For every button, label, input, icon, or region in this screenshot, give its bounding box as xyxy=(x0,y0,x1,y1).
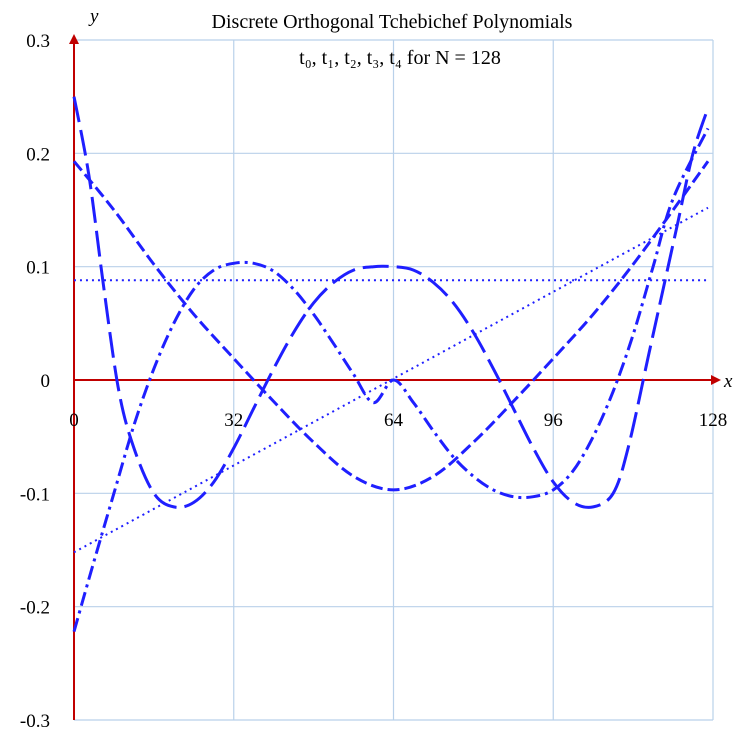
x-axis-label: x xyxy=(723,371,733,392)
y-tick-label: 0 xyxy=(41,371,51,392)
x-tick-label: 128 xyxy=(699,410,728,431)
x-tick-label: 96 xyxy=(544,410,563,431)
chart-subtitle: t₀, t₁, t₂, t₃, t₄ for N = 128 xyxy=(299,47,501,69)
series-t4-line xyxy=(72,96,710,509)
y-tick-label: 0.3 xyxy=(26,31,50,52)
y-axis-label: y xyxy=(88,6,99,27)
tick-labels: 0.3 0.2 0.1 0 -0.1 -0.2 -0.3 0 32 64 96 128 xyxy=(20,31,727,732)
y-tick-label: 0.1 xyxy=(26,258,50,279)
y-tick-label: 0.2 xyxy=(26,144,50,165)
y-tick-label: -0.3 xyxy=(20,711,50,732)
series-t3-line xyxy=(72,127,710,633)
x-tick-label: 0 xyxy=(69,410,79,431)
chart-title: Discrete Orthogonal Tchebichef Polynomia… xyxy=(212,11,573,33)
y-tick-label: -0.1 xyxy=(20,484,50,505)
x-tick-label: 64 xyxy=(384,410,404,431)
y-tick-label: -0.2 xyxy=(20,598,50,619)
series-t2-line xyxy=(72,160,710,492)
x-tick-label: 32 xyxy=(224,410,243,431)
series-lines xyxy=(72,96,710,633)
